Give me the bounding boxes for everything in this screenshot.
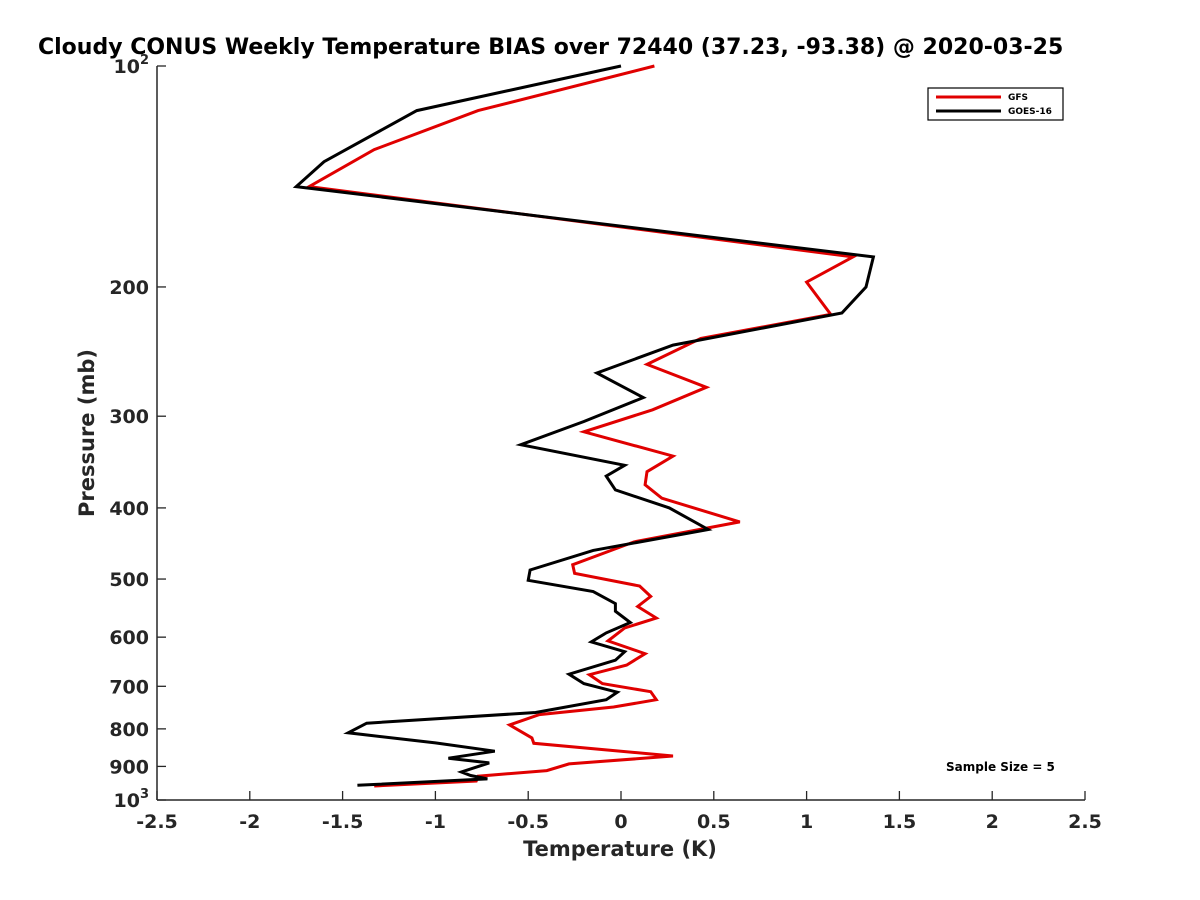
series-line-gfs (304, 64, 858, 788)
y-tick-label: 103 (114, 787, 150, 812)
x-tick-label: 1.5 (883, 811, 917, 833)
x-tick-label: -2.5 (136, 811, 178, 833)
y-tick-label: 300 (109, 406, 149, 428)
y-tick-label: 600 (109, 627, 149, 649)
y-tick-label: 900 (109, 756, 149, 778)
x-tick-label: 1 (800, 811, 813, 833)
y-tick-label: 800 (109, 719, 149, 741)
y-tick-label: 500 (109, 569, 149, 591)
x-tick-label: 0.5 (697, 811, 731, 833)
x-tick-label: 2.5 (1068, 811, 1102, 833)
chart-title: Cloudy CONUS Weekly Temperature BIAS ove… (38, 35, 1063, 60)
y-axis-label: Pressure (mb) (75, 349, 99, 517)
sample-size-annotation: Sample Size = 5 (946, 760, 1055, 774)
x-tick-label: 0 (614, 811, 627, 833)
series-layer (292, 64, 876, 788)
y-tick-label: 200 (109, 277, 149, 299)
y-tick-label: 700 (109, 676, 149, 698)
x-tick-label: 2 (986, 811, 999, 833)
x-tick-label: -2 (239, 811, 260, 833)
x-axis-label: Temperature (K) (523, 837, 717, 861)
x-tick-label: -1.5 (322, 811, 364, 833)
y-tick-label: 102 (114, 53, 150, 78)
legend-label: GFS (1008, 93, 1028, 103)
axes: -2.5 -2 -1.5 -1 -0.5 0 0.5 1 1.5 2 2.5 102 200 300 400… (109, 53, 1102, 833)
x-tick-label: -0.5 (507, 811, 549, 833)
series-line-goes-16 (292, 64, 876, 787)
legend-label: GOES-16 (1008, 107, 1052, 117)
legend-box (927, 87, 1064, 121)
y-tick-label: 400 (109, 498, 149, 520)
x-tick-label: -1 (425, 811, 446, 833)
legend: GFS GOES-16 (927, 87, 1064, 121)
